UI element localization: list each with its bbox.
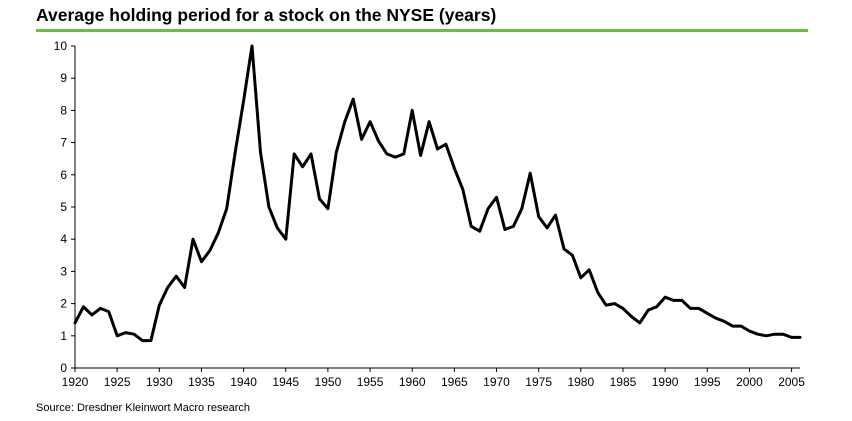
x-tick-label: 1975 [525,375,552,389]
x-tick-label: 1930 [146,375,173,389]
x-tick-label: 1960 [399,375,426,389]
y-tick-label: 7 [60,136,67,150]
x-tick-label: 1980 [567,375,594,389]
x-tick-label: 1950 [315,375,342,389]
x-tick-label: 2005 [778,375,805,389]
y-tick-label: 4 [60,232,67,246]
x-tick-label: 1990 [652,375,679,389]
x-tick-label: 1955 [357,375,384,389]
x-tick-label: 1985 [610,375,637,389]
y-axis-ticks: 0 1 2 3 4 5 6 7 8 9 10 [54,39,75,375]
y-tick-label: 0 [60,361,67,375]
x-tick-label: 1995 [694,375,721,389]
x-tick-label: 1920 [62,375,89,389]
x-tick-label: 1970 [483,375,510,389]
y-tick-label: 10 [54,39,68,53]
x-tick-label: 1945 [272,375,299,389]
y-tick-label: 8 [60,103,67,117]
x-axis-ticks: 1920 1925 1930 1935 1940 1945 1950 1955 1960 1965… [62,368,805,389]
y-tick-label: 2 [60,297,67,311]
x-tick-label: 1925 [104,375,131,389]
title-underline [36,29,808,32]
series-line-holding-period [73,44,802,343]
y-tick-label: 9 [60,71,67,85]
x-tick-label: 1935 [188,375,215,389]
x-tick-label: 1965 [441,375,468,389]
y-tick-label: 6 [60,168,67,182]
chart-title: Average holding period for a stock on th… [36,5,497,25]
x-tick-label: 1940 [230,375,257,389]
y-tick-label: 3 [60,264,67,278]
source-note: Source: Dresdner Kleinwort Macro researc… [36,402,250,414]
y-tick-label: 1 [60,329,67,343]
x-tick-label: 2000 [736,375,763,389]
y-tick-label: 5 [60,200,67,214]
